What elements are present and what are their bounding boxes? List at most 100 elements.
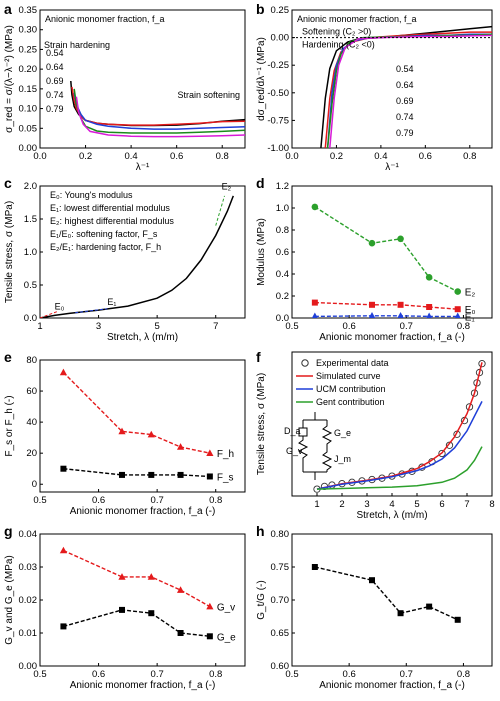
x-tick-label: 1 xyxy=(37,321,42,332)
x-axis-label: Anionic monomer fraction, f_a (-) xyxy=(319,332,465,343)
series-label: 0.79 xyxy=(46,104,64,114)
chart-e: 0.5 0.6 0.7 0.8 0 20 40 60 80 Anionic monomer fra… xyxy=(4,355,246,517)
data-point xyxy=(147,430,155,438)
data-point xyxy=(147,573,155,580)
legend-f-item: Simulated curve xyxy=(316,371,381,381)
legend-c-item: E₂: highest differential modulus xyxy=(50,216,174,226)
legend-f-item: Experimental data xyxy=(316,358,389,368)
y-tick-label: 0.02 xyxy=(19,595,38,606)
data-point xyxy=(397,301,404,308)
data-point xyxy=(473,379,481,387)
data-point xyxy=(206,602,214,610)
panel-label-c: c xyxy=(4,175,12,191)
legend-f-item: Gent contribution xyxy=(316,397,385,407)
model-schematic xyxy=(297,412,333,480)
series-label: E₂ xyxy=(465,288,476,299)
x-tick-label: 0.2 xyxy=(330,151,343,162)
panel-label-g: g xyxy=(4,523,13,539)
y-tick-label: -0.50 xyxy=(267,88,289,99)
y-tick-label: 0.00 xyxy=(19,661,38,672)
trend-line xyxy=(63,468,210,478)
annotation-softening: Strain softening xyxy=(177,90,240,100)
data-point xyxy=(368,239,376,247)
x-tick-label: 3 xyxy=(96,321,101,332)
series-label: G_v xyxy=(217,603,235,614)
data-point xyxy=(177,630,184,636)
data-point xyxy=(206,633,213,640)
data-layer-c xyxy=(40,195,234,318)
x-tick-label: 0.5 xyxy=(33,495,46,506)
chart-title: Anionic monomer fraction, f_a xyxy=(297,14,417,24)
data-point xyxy=(60,623,67,630)
panel-label-d: d xyxy=(256,175,265,191)
x-tick-label: 0.6 xyxy=(92,669,105,680)
x-tick-label: 0.6 xyxy=(170,151,183,162)
y-tick-label: -0.75 xyxy=(267,115,289,126)
trend-line xyxy=(62,371,211,454)
plot-frame-a xyxy=(39,9,246,149)
y-axis-label: Tensile stress, σ (MPa) xyxy=(4,201,15,303)
data-point xyxy=(454,288,462,295)
data-point xyxy=(454,616,461,623)
data-point xyxy=(206,449,214,456)
y-axis-label: dσ_red/dλ⁻¹ (MPa) xyxy=(256,37,267,121)
y-tick-label: 0.15 xyxy=(19,84,38,95)
y-tick-label: 0.04 xyxy=(19,529,38,540)
data-point xyxy=(369,577,375,584)
y-tick-label: 0.00 xyxy=(271,33,290,44)
spring-icon xyxy=(321,420,333,448)
series-label: 0.74 xyxy=(396,112,414,122)
y-tick-label: 0.00 xyxy=(19,143,38,154)
legend-f-marker-circle xyxy=(301,359,309,367)
y-tick-label: 0.70 xyxy=(271,595,290,606)
series-label: E₁ xyxy=(465,312,476,323)
tangent-e1 xyxy=(75,308,108,314)
x-tick-label: 0.8 xyxy=(457,669,470,680)
data-point xyxy=(311,564,318,570)
data-point xyxy=(311,312,318,318)
x-axis-label: Stretch, λ (m/m) xyxy=(356,510,427,521)
x-tick-label: 0.0 xyxy=(33,151,46,162)
annotation-hardening: Hardening (C₂ <0) xyxy=(302,40,375,50)
plot-frame-b xyxy=(291,9,493,149)
x-tick-label: 0.5 xyxy=(33,669,46,680)
y-tick-label: 0.6 xyxy=(276,247,289,258)
y-tick-label: 0.03 xyxy=(19,562,38,573)
data-layer-g xyxy=(59,546,214,640)
x-tick-label: 4 xyxy=(389,499,394,510)
trend-line xyxy=(63,609,210,637)
legend-c-item: E₁/E₀: softening factor, F_s xyxy=(50,229,158,239)
series-line xyxy=(326,33,492,148)
x-tick-label: 5 xyxy=(414,499,419,510)
series-label: G_e xyxy=(217,632,236,643)
x-tick-label: 0.0 xyxy=(285,151,298,162)
series-label: 0.64 xyxy=(396,80,414,90)
series-line xyxy=(73,92,245,130)
x-tick-label: 0.7 xyxy=(151,669,164,680)
y-tick-label: 0.01 xyxy=(19,628,38,639)
y-tick-label: 0.30 xyxy=(19,25,38,36)
data-point xyxy=(118,573,126,580)
series-label: 0.54 xyxy=(396,64,414,74)
x-tick-label: 0.4 xyxy=(125,151,138,162)
plot-frame-e xyxy=(39,359,246,493)
data-point xyxy=(59,546,68,554)
data-point xyxy=(59,368,68,376)
data-point xyxy=(465,403,474,411)
x-tick-label: 0.6 xyxy=(343,321,356,332)
model-label-gv: G_v xyxy=(286,446,303,456)
y-tick-label: 0.60 xyxy=(271,661,290,672)
series-line xyxy=(70,80,245,127)
y-tick-label: 0.35 xyxy=(19,5,38,16)
x-axis-label: Anionic monomer fraction, f_a (-) xyxy=(70,506,216,517)
model-label-ge: G_e xyxy=(334,428,351,438)
x-tick-label: 7 xyxy=(464,499,469,510)
data-point xyxy=(438,449,446,458)
x-tick-label: 0.6 xyxy=(343,669,356,680)
data-point xyxy=(369,301,375,308)
trend-line xyxy=(314,206,459,293)
y-tick-label: 1.0 xyxy=(24,247,37,258)
x-tick-label: 0.7 xyxy=(151,495,164,506)
y-tick-label: 0.2 xyxy=(276,291,289,302)
chart-g: 0.5 0.6 0.7 0.8 0.00 0.01 0.02 0.03 0.04 Anionic … xyxy=(4,529,246,691)
